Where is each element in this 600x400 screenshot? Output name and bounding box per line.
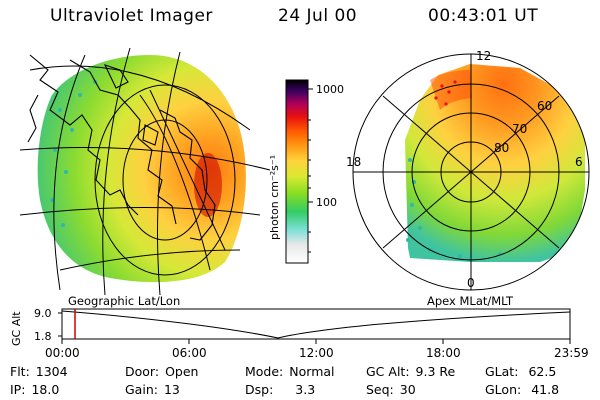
dsp-label: Dsp: xyxy=(245,382,274,397)
mlt-label-18: 18 xyxy=(346,155,361,169)
ip-info: IP: 18.0 xyxy=(10,382,59,397)
seq-value: 30 xyxy=(399,382,416,397)
mlt-label-12: 12 xyxy=(476,49,491,63)
glon-value: 41.8 xyxy=(531,382,560,397)
gcalt-value: 9.3 Re xyxy=(415,364,456,379)
glat-value: 62.5 xyxy=(528,364,557,379)
x-tick-1800: 18:00 xyxy=(426,346,461,360)
colorbar-unit-label: photon cm⁻²s⁻¹ xyxy=(268,155,281,240)
gcalt-label: GC Alt: xyxy=(366,364,410,379)
instrument-title: Ultraviolet Imager xyxy=(50,6,213,26)
geographic-grid xyxy=(19,47,271,296)
altitude-ymax: 9.0 xyxy=(34,307,52,320)
mlat-label-70: 70 xyxy=(512,122,527,136)
seq-label: Seq: xyxy=(366,382,394,397)
flight-info: Flt: 1304 xyxy=(10,364,68,379)
gain-info: Gain: 13 xyxy=(125,382,180,397)
polar-hotspot xyxy=(430,70,472,110)
glat-label: GLat: xyxy=(485,364,519,379)
door-value: Open xyxy=(165,364,199,379)
glon-label: GLon: xyxy=(485,382,522,397)
geographic-image-panel xyxy=(19,47,271,296)
left-auroral-image xyxy=(37,55,246,283)
dsp-value: 3.3 xyxy=(295,382,316,397)
glat-info: GLat: 62.5 xyxy=(485,364,556,379)
polar-image-panel: 12 18 6 0 60 70 80 xyxy=(346,49,590,291)
mlt-label-0: 0 xyxy=(467,276,475,290)
mlat-label-80: 80 xyxy=(494,141,509,155)
altitude-plot-frame xyxy=(61,308,571,340)
mlat-label-60: 60 xyxy=(537,99,552,113)
polar-grid xyxy=(352,53,590,291)
left-limb-patch xyxy=(194,153,222,217)
door-info: Door: Open xyxy=(125,364,198,379)
altitude-ylabel: GC Alt xyxy=(10,311,23,346)
altitude-curve xyxy=(61,310,571,339)
x-tick-1200: 12:00 xyxy=(299,346,334,360)
date-label: 24 Jul 00 xyxy=(278,6,358,26)
colorbar-label-100: 100 xyxy=(316,196,337,209)
time-label: 00:43:01 UT xyxy=(428,6,539,26)
geographic-panel-label: Geographic Lat/Lon xyxy=(68,294,180,308)
dsp-info: Dsp: 3.3 xyxy=(245,382,315,397)
gain-value: 13 xyxy=(163,382,180,397)
seq-info: Seq: 30 xyxy=(366,382,416,397)
gain-label: Gain: xyxy=(125,382,158,397)
polar-red-dots xyxy=(434,80,457,106)
door-label: Door: xyxy=(125,364,160,379)
x-tick-2359: 23:59 xyxy=(554,346,589,360)
ip-value: 18.0 xyxy=(31,382,60,397)
ip-label: IP: xyxy=(10,382,26,397)
altitude-ymin: 1.8 xyxy=(34,330,52,343)
coastline-map xyxy=(27,54,216,241)
flt-label: Flt: xyxy=(10,364,30,379)
left-noise-dots xyxy=(50,80,97,227)
altitude-track-plot: Geographic Lat/Lon Apex MLat/MLT 9.0 1.8… xyxy=(10,294,589,360)
colorbar-gradient xyxy=(285,79,309,264)
mlt-label-6: 6 xyxy=(575,155,583,169)
mode-info: Mode: Normal xyxy=(245,364,335,379)
apex-panel-label: Apex MLat/MLT xyxy=(427,294,514,308)
flt-value: 1304 xyxy=(35,364,68,379)
colorbar: 1000 100 photon cm⁻²s⁻¹ xyxy=(268,79,344,264)
x-tick-0600: 06:00 xyxy=(172,346,207,360)
glon-info: GLon: 41.8 xyxy=(485,382,559,397)
mode-label: Mode: xyxy=(245,364,284,379)
gcalt-info: GC Alt: 9.3 Re xyxy=(366,364,455,379)
x-tick-0000: 00:00 xyxy=(45,346,80,360)
mode-value: Normal xyxy=(289,364,335,379)
polar-labels: 12 18 6 0 60 70 80 xyxy=(346,49,583,290)
right-auroral-image xyxy=(405,64,585,262)
colorbar-label-1000: 1000 xyxy=(316,83,344,96)
